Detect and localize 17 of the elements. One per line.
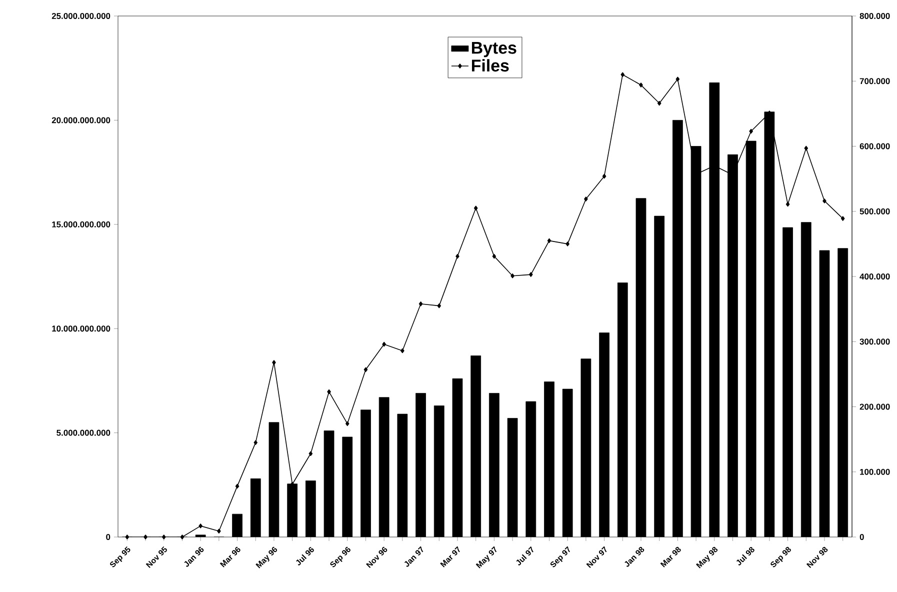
y2-tick-label: 200.000 [860, 404, 890, 410]
y2-tick-label: 600.000 [860, 143, 890, 150]
y2-tick-label: 700.000 [860, 78, 890, 84]
y-tick-label: 0 [106, 534, 110, 540]
y2-tick-label: 800.000 [860, 13, 890, 19]
legend-label: Bytes [472, 42, 516, 58]
y2-tick-label: 0 [860, 534, 864, 540]
y2-tick-label: 400.000 [860, 274, 890, 280]
legend-label: Files [472, 59, 509, 72]
y-tick-label: 5.000.000.000 [56, 430, 110, 436]
y2-tick-label: 100.000 [860, 468, 890, 475]
y2-tick-label: 500.000 [860, 208, 890, 214]
y2-tick-label: 300.000 [860, 338, 890, 345]
y-tick-label: 25.000.000.000 [52, 13, 110, 19]
y-tick-label: 15.000.000.000 [52, 221, 110, 228]
y-tick-label: 10.000.000.000 [52, 326, 110, 332]
y-tick-label: 20.000.000.000 [52, 117, 110, 124]
